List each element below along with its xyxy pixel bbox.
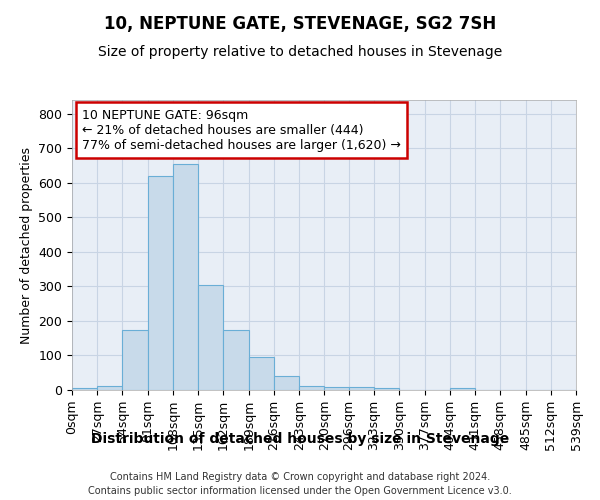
Text: Contains public sector information licensed under the Open Government Licence v3: Contains public sector information licen…	[88, 486, 512, 496]
Text: Contains HM Land Registry data © Crown copyright and database right 2024.: Contains HM Land Registry data © Crown c…	[110, 472, 490, 482]
Bar	[198, 284, 223, 390]
Bar	[299, 386, 325, 390]
Bar	[249, 356, 274, 390]
Text: 10 NEPTUNE GATE: 96sqm
← 21% of detached houses are smaller (444)
77% of semi-de: 10 NEPTUNE GATE: 96sqm ← 21% of detached…	[82, 108, 401, 152]
Bar	[97, 386, 122, 390]
Bar	[122, 330, 148, 390]
Text: Distribution of detached houses by size in Stevenage: Distribution of detached houses by size …	[91, 432, 509, 446]
Bar	[148, 176, 173, 390]
Bar	[223, 330, 249, 390]
Bar	[173, 164, 198, 390]
Bar	[274, 376, 299, 390]
Bar	[72, 388, 97, 390]
Text: 10, NEPTUNE GATE, STEVENAGE, SG2 7SH: 10, NEPTUNE GATE, STEVENAGE, SG2 7SH	[104, 15, 496, 33]
Y-axis label: Number of detached properties: Number of detached properties	[20, 146, 33, 344]
Bar	[325, 386, 349, 390]
Bar	[349, 386, 374, 390]
Bar	[374, 388, 399, 390]
Bar	[450, 388, 475, 390]
Text: Size of property relative to detached houses in Stevenage: Size of property relative to detached ho…	[98, 45, 502, 59]
